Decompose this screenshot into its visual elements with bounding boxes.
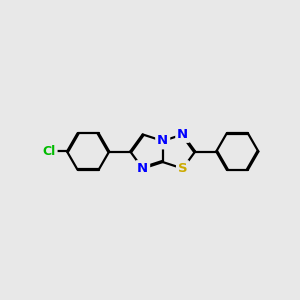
Text: N: N xyxy=(157,134,168,148)
Text: Cl: Cl xyxy=(43,145,56,158)
Text: N: N xyxy=(137,162,148,175)
Text: N: N xyxy=(177,128,188,141)
Text: S: S xyxy=(178,162,188,175)
